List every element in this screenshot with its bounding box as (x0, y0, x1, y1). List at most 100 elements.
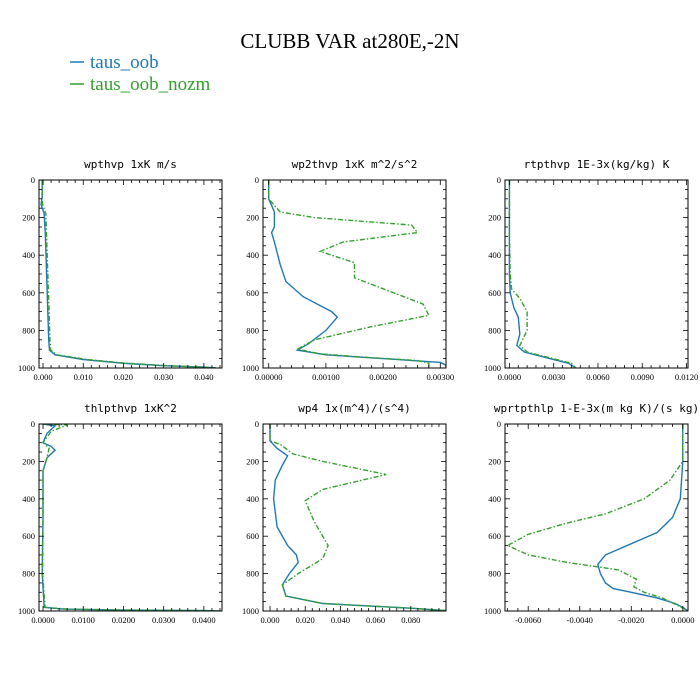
x-tick-label: -0.0040 (567, 615, 593, 625)
x-tick-label: 0.0000 (498, 372, 521, 382)
x-tick-label: 0.0300 (152, 615, 175, 625)
y-tick-label: 600 (22, 288, 35, 298)
legend-label-taus_oob_nozm: taus_oob_nozm (90, 74, 211, 95)
y-tick-label: 400 (488, 494, 501, 504)
y-tick-label: 800 (488, 569, 501, 579)
y-tick-label: 0 (31, 419, 35, 429)
x-tick-label: 0.0030 (542, 372, 565, 382)
y-tick-label: 0 (255, 175, 259, 185)
panel-title: wp4 1x(m^4)/(s^4) (298, 402, 411, 415)
series-line-taus_oob (508, 180, 577, 368)
y-tick-label: 200 (488, 456, 501, 466)
plot-frame (38, 179, 223, 369)
y-tick-label: 200 (246, 213, 259, 223)
panel-6: wprtpthlp 1-E-3x(m kg K)/(s kg) 0 200 400 60… (484, 402, 699, 625)
y-tick-label: 800 (22, 325, 35, 335)
series-line-taus_oob (269, 424, 446, 611)
plot-frame (262, 423, 447, 612)
y-tick-label: 200 (488, 213, 501, 223)
series-line-taus_oob_nozm (268, 180, 430, 368)
y-tick-label: 200 (22, 456, 35, 466)
x-tick-label: 0.000 (260, 615, 279, 625)
x-tick-label: 0.080 (401, 615, 420, 625)
y-tick-label: 800 (246, 569, 259, 579)
series-line-taus_oob_nozm (41, 180, 217, 368)
y-tick-label: 600 (22, 531, 35, 541)
y-tick-label: 1000 (484, 606, 501, 616)
y-tick-label: 800 (246, 325, 259, 335)
plot-frame (262, 179, 447, 369)
y-tick-label: 200 (22, 213, 35, 223)
panel-title: wp2thvp 1xK m^2/s^2 (292, 158, 418, 171)
x-tick-label: 0.00300 (426, 372, 454, 382)
y-tick-label: 400 (22, 250, 35, 260)
y-tick-label: 1000 (484, 363, 501, 373)
x-tick-label: -0.0020 (618, 615, 644, 625)
y-tick-label: 200 (246, 456, 259, 466)
panel-3: rtpthvp 1E-3x(kg/kg) K020040060080010000… (484, 158, 698, 382)
x-tick-label: 0.020 (296, 615, 315, 625)
x-tick-label: 0.00100 (312, 372, 340, 382)
legend-label-taus_oob: taus_oob (90, 52, 159, 73)
plot-frame (38, 423, 223, 612)
x-tick-label: 0.040 (194, 372, 213, 382)
x-tick-label: 0.0200 (112, 615, 135, 625)
series-line-taus_oob (597, 424, 688, 611)
x-tick-label: 0.00200 (369, 372, 397, 382)
y-tick-label: 1000 (18, 606, 35, 616)
x-tick-label: 0.060 (366, 615, 385, 625)
x-tick-label: 0.0000 (671, 615, 694, 625)
x-tick-label: 0.0100 (72, 615, 95, 625)
series-line-taus_oob_nozm (269, 424, 446, 611)
panel-title: rtpthvp 1E-3x(kg/kg) K (524, 158, 670, 171)
x-tick-label: 0.020 (114, 372, 133, 382)
y-tick-label: 0 (31, 175, 35, 185)
x-tick-label: 0.000 (33, 372, 52, 382)
y-tick-label: 1000 (18, 363, 35, 373)
figure-title: CLUBB VAR at280E,-2N (240, 29, 459, 53)
x-tick-label: 0.0090 (631, 372, 654, 382)
y-tick-label: 600 (488, 531, 501, 541)
y-tick-label: 0 (255, 419, 259, 429)
panel-title: wprtpthlp 1-E-3x(m kg K)/(s kg) (494, 402, 699, 415)
y-tick-label: 600 (246, 531, 259, 541)
y-tick-label: 400 (246, 494, 259, 504)
x-tick-label: 0.0120 (675, 372, 698, 382)
y-tick-label: 400 (246, 250, 259, 260)
x-tick-label: -0.0060 (515, 615, 541, 625)
x-tick-label: 0.00000 (255, 372, 283, 382)
panel-title: wpthvp 1xK m/s (84, 158, 177, 171)
series-line-taus_oob_nozm (508, 180, 577, 368)
x-tick-label: 0.0060 (586, 372, 609, 382)
y-tick-label: 0 (497, 419, 501, 429)
y-tick-label: 0 (497, 175, 501, 185)
series-line-taus_oob_nozm (41, 424, 221, 611)
y-tick-label: 1000 (242, 363, 259, 373)
x-tick-label: 0.010 (74, 372, 93, 382)
series-line-taus_oob (268, 180, 446, 368)
plot-frame (504, 179, 689, 369)
y-tick-label: 800 (488, 325, 501, 335)
y-tick-label: 1000 (242, 606, 259, 616)
y-tick-label: 800 (22, 569, 35, 579)
series-line-taus_oob_nozm (506, 424, 688, 611)
x-tick-label: 0.0400 (192, 615, 215, 625)
panel-2: wp2thvp 1xK m^2/s^2020040060080010000.00… (242, 158, 454, 382)
series-line-taus_oob (41, 424, 221, 611)
x-tick-label: 0.0000 (31, 615, 54, 625)
x-tick-label: 0.030 (154, 372, 173, 382)
plot-frame (504, 423, 689, 612)
panel-title: thlpthvp 1xK^2 (84, 402, 177, 415)
y-tick-label: 400 (22, 494, 35, 504)
x-tick-label: 0.040 (331, 615, 350, 625)
series-line-taus_oob (40, 180, 217, 368)
y-tick-label: 400 (488, 250, 501, 260)
y-tick-label: 600 (488, 288, 501, 298)
y-tick-label: 600 (246, 288, 259, 298)
